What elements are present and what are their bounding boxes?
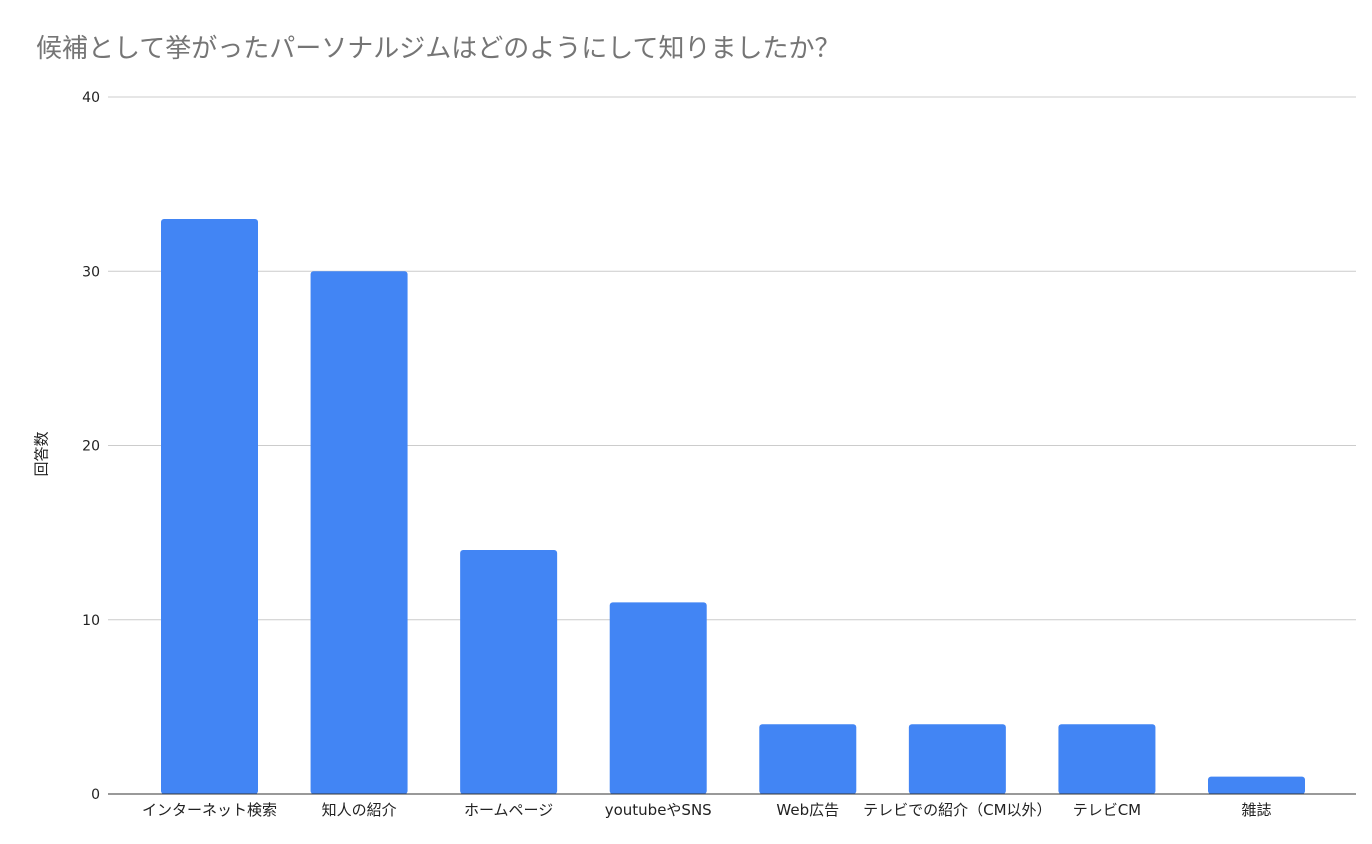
x-tick-label: テレビでの紹介（CM以外） (863, 801, 1051, 819)
x-tick-label: 雑誌 (1241, 801, 1271, 819)
y-tick-label: 20 (82, 439, 100, 455)
bars (161, 218, 1305, 795)
x-tick-label: Web広告 (776, 801, 839, 819)
y-tick-label: 0 (91, 787, 100, 803)
bar (1208, 776, 1305, 794)
bar (759, 724, 857, 794)
x-tick-label: ホームページ (464, 801, 553, 819)
y-tick-label: 10 (82, 613, 100, 629)
y-tick-label: 40 (82, 90, 100, 106)
x-tick-label: インターネット検索 (142, 801, 277, 819)
bar (1058, 724, 1156, 794)
gridlines (108, 96, 1356, 621)
bar (609, 602, 707, 794)
y-tick-label: 30 (82, 264, 100, 280)
x-tick-label: youtubeやSNS (605, 801, 712, 819)
x-tick-label: テレビCM (1073, 801, 1141, 819)
bar (310, 271, 408, 794)
bar (161, 218, 258, 795)
bar (908, 724, 1006, 794)
x-tick-label: 知人の紹介 (322, 801, 397, 819)
y-tick-labels: 0 10 20 30 40 (82, 90, 100, 803)
x-tick-labels: インターネット検索 知人の紹介 ホームページ youtubeやSNS Web広告 テレビで… (142, 801, 1272, 819)
bar (460, 550, 558, 794)
chart-title: 候補として挙がったパーソナルジムはどのようにして知りましたか？ (36, 34, 841, 64)
